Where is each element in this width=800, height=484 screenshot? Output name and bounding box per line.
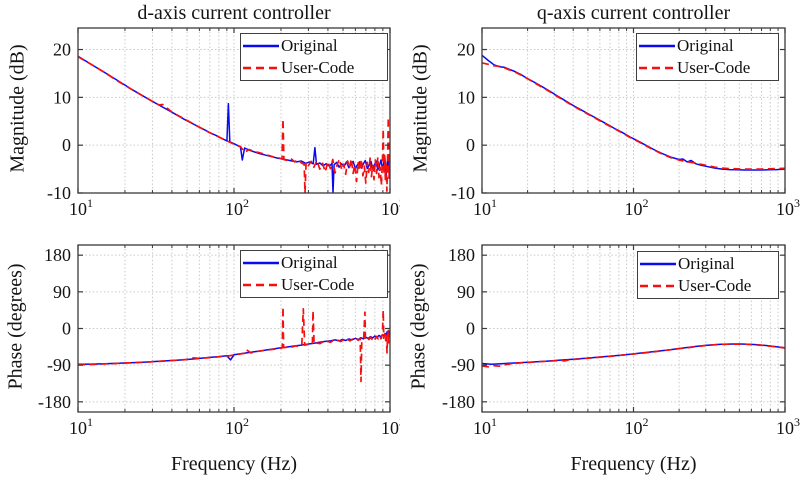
series-group [78, 306, 390, 383]
subplot-q-axis-magnitude: 20 10 0 -10 101 102 103 q-axis current control… [400, 0, 800, 230]
y-axis-label: Phase (degrees) [407, 263, 430, 390]
series-group [78, 55, 390, 193]
y-tick-label: 10 [457, 87, 475, 107]
series-user-code-line [78, 306, 390, 383]
x-tick-label: 101 [69, 196, 93, 219]
legend-line-user-code [638, 280, 678, 292]
legend: Original User-Code [636, 33, 779, 81]
legend: Original User-Code [240, 250, 388, 298]
plot-title: q-axis current controller [536, 2, 731, 24]
legend-label-original: Original [678, 254, 735, 273]
x-tick-label: 102 [225, 196, 249, 219]
series-original-line [78, 329, 390, 366]
y-axis-label: Magnitude (dB) [6, 44, 29, 173]
series-group [482, 54, 785, 171]
y-tick-label: 0 [62, 319, 71, 339]
series-original-line [482, 54, 785, 171]
y-tick-label: 180 [44, 245, 71, 265]
legend-item-original: Original [241, 35, 387, 57]
legend-line-user-code [241, 62, 281, 74]
plot-title: d-axis current controller [137, 2, 331, 24]
series-group [482, 343, 785, 368]
axes [77, 244, 391, 413]
y-tick-label: 20 [457, 40, 475, 60]
legend-line-user-code [241, 279, 281, 291]
axes [481, 244, 786, 413]
y-tick-label: 90 [457, 282, 475, 302]
y-tick-label: -90 [451, 355, 475, 375]
subplot-d-axis-phase: 180 90 0 -90 -180 101 102 103 Phase (degrees) F… [0, 230, 400, 484]
legend-line-original [241, 40, 281, 52]
legend: Original User-Code [240, 33, 388, 81]
x-tick-label: 103 [381, 196, 400, 219]
y-tick-label: 180 [448, 245, 475, 265]
legend-item-user-code: User-Code [241, 274, 387, 296]
legend-line-original [637, 40, 677, 52]
legend-item-user-code: User-Code [241, 57, 387, 79]
series-user-code-line [482, 62, 785, 170]
y-tick-label: -90 [47, 355, 71, 375]
legend-label-original: Original [281, 253, 338, 272]
y-tick-label: 20 [53, 40, 71, 60]
y-axis-label: Phase (degrees) [4, 263, 27, 390]
legend-label-user-code: User-Code [281, 58, 355, 77]
y-tick-label: -180 [442, 392, 475, 412]
y-tick-label: -180 [38, 392, 71, 412]
y-tick-label: 10 [53, 87, 71, 107]
x-tick-label: 102 [225, 415, 249, 438]
x-tick-label: 101 [473, 196, 497, 219]
x-tick-label: 102 [625, 415, 649, 438]
legend-label-user-code: User-Code [281, 275, 355, 294]
y-tick-label: 0 [62, 135, 71, 155]
legend-label-user-code: User-Code [677, 58, 751, 77]
legend-line-original [638, 258, 678, 270]
legend: Original User-Code [637, 251, 779, 299]
legend-line-original [241, 257, 281, 269]
x-tick-label: 101 [69, 415, 93, 438]
legend-item-original: Original [241, 252, 387, 274]
legend-label-original: Original [281, 36, 338, 55]
grid [78, 28, 390, 193]
x-tick-label: 103 [776, 415, 800, 438]
plot-area-q-phase: 180 90 0 -90 -180 101 102 103 [442, 244, 800, 438]
series-user-code-line [482, 343, 785, 368]
x-tick-label: 102 [625, 196, 649, 219]
x-tick-label: 101 [473, 415, 497, 438]
legend-line-user-code [637, 62, 677, 74]
legend-item-user-code: User-Code [638, 275, 778, 297]
axes [77, 27, 391, 194]
x-tick-label: 103 [381, 415, 400, 438]
subplot-q-axis-phase: 180 90 0 -90 -180 101 102 103 Phase (degrees) F… [400, 230, 800, 484]
series-user-code-line [78, 55, 390, 193]
legend-item-original: Original [638, 253, 778, 275]
x-tick-label: 103 [776, 196, 800, 219]
y-tick-label: -10 [47, 183, 71, 203]
legend-label-user-code: User-Code [678, 276, 752, 295]
axes [481, 27, 786, 194]
x-axis-label: Frequency (Hz) [170, 453, 298, 475]
y-tick-label: 0 [466, 135, 475, 155]
x-axis-label: Frequency (Hz) [570, 453, 697, 475]
y-tick-label: 90 [53, 282, 71, 302]
legend-item-original: Original [637, 35, 778, 57]
y-axis-label: Magnitude (dB) [409, 44, 432, 173]
legend-label-original: Original [677, 36, 734, 55]
y-tick-label: -10 [451, 183, 475, 203]
legend-item-user-code: User-Code [637, 57, 778, 79]
y-tick-label: 0 [466, 319, 475, 339]
